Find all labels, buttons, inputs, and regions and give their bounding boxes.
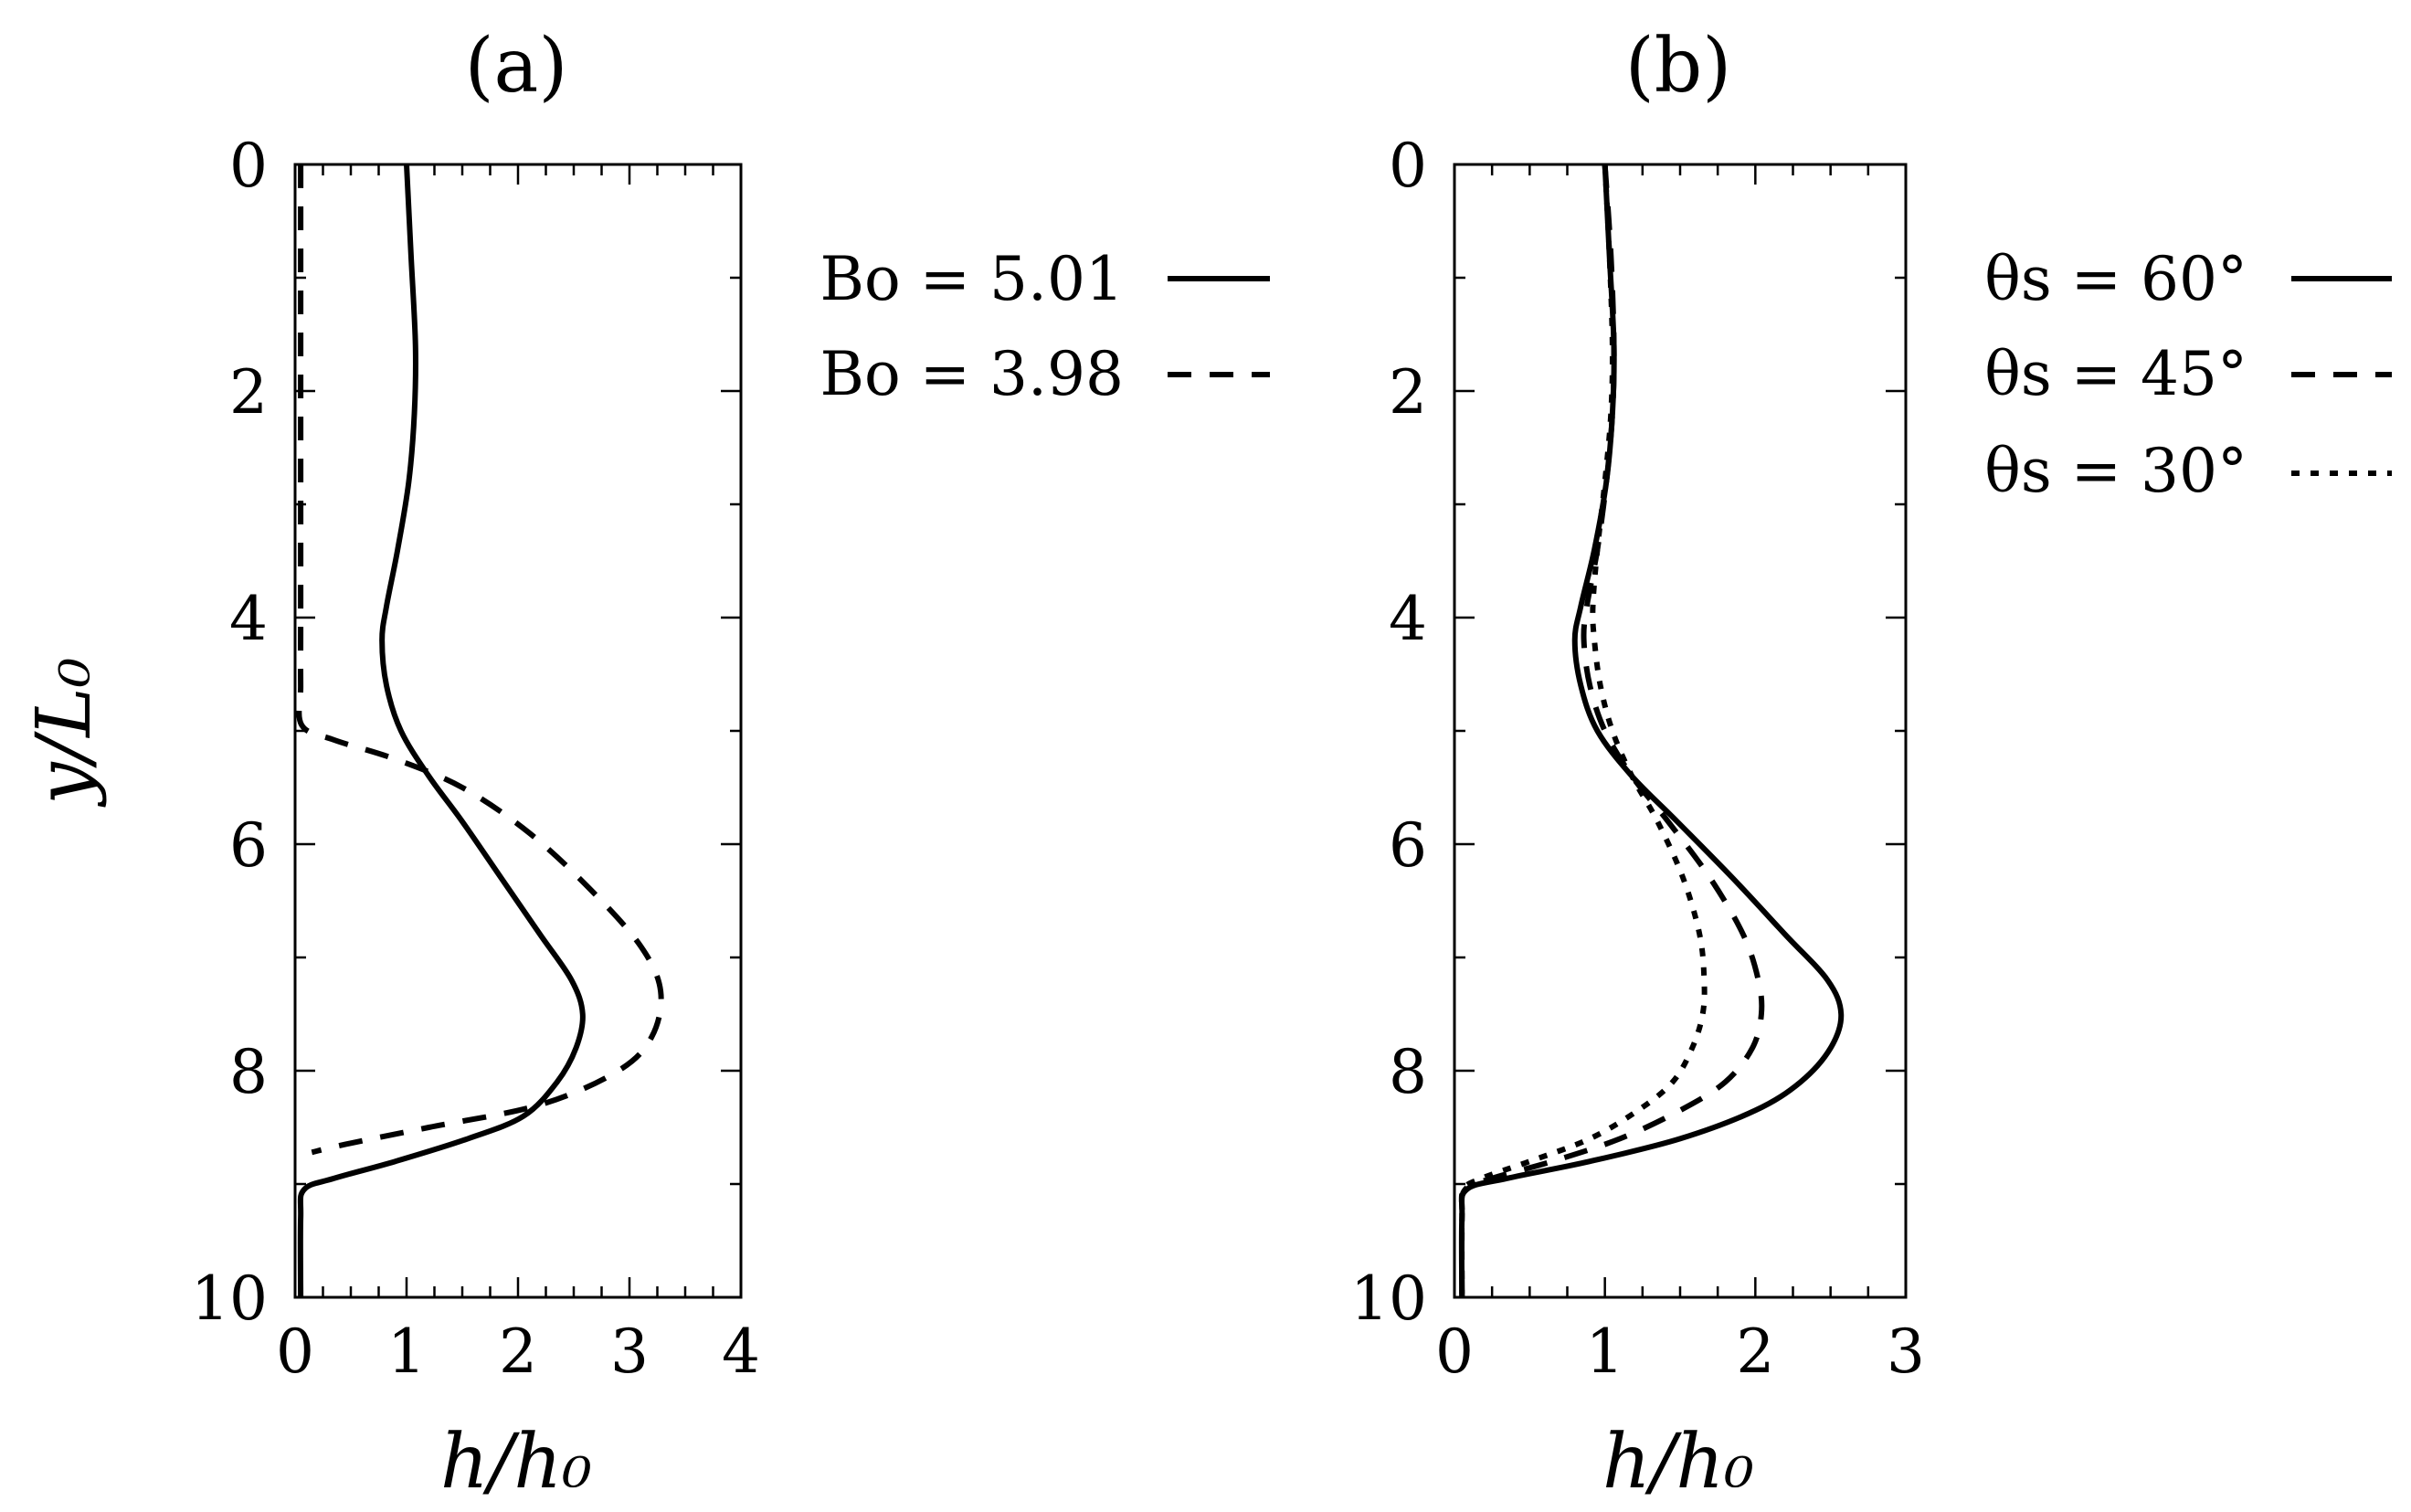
panel-b-ticks <box>1453 163 1908 1299</box>
panel-b-ytick-label: 2 <box>1389 357 1427 428</box>
panel-a-ytick-label: 0 <box>229 131 268 201</box>
panel-b-legend: θs = 60° θs = 45° θs = 30° <box>1984 244 2392 506</box>
panel-b-ytick-label: 4 <box>1389 584 1427 654</box>
panel-a-curves <box>296 164 664 1298</box>
panel-a-xtick-label: 4 <box>722 1316 760 1387</box>
panel-b-xtick-label: 1 <box>1586 1316 1624 1387</box>
panel-a-ytick-label: 4 <box>229 584 268 654</box>
panel-a-plot-area <box>293 163 743 1299</box>
panel-a-series-1-line <box>296 164 664 1156</box>
panel-a-ticks <box>293 163 743 1299</box>
panel-a-ytick-label: 6 <box>229 810 268 881</box>
panel-a-xtick-label: 1 <box>387 1316 426 1387</box>
panel-a: (a) 0 1 2 3 4 0 2 4 6 8 10 h/h₀ y/L₀ Bo = 5.01 Bo … <box>21 23 1270 1506</box>
panel-a-ytick-label: 2 <box>229 357 268 428</box>
panel-a-xtick-label: 3 <box>610 1316 649 1387</box>
panel-b-series-2-line <box>1458 164 1708 1298</box>
panel-a-xlabel: h/h₀ <box>440 1419 592 1506</box>
panel-a-series-0-line <box>297 164 586 1298</box>
panel-a-ytick-label: 8 <box>229 1037 268 1107</box>
panel-a-legend: Bo = 5.01 Bo = 3.98 <box>820 244 1270 409</box>
panel-b-ytick-label: 6 <box>1389 810 1427 881</box>
panel-a-tick-labels: 0 1 2 3 4 0 2 4 6 8 10 <box>191 131 760 1387</box>
panel-b: (b) 0 1 2 3 0 2 4 6 8 10 h/h₀ θs = 60° θs = 45° θ… <box>1350 23 2392 1506</box>
panel-b-plot-area <box>1453 163 1908 1299</box>
panel-b-xtick-label: 0 <box>1435 1316 1474 1387</box>
panel-b-series-1-line <box>1458 164 1765 1298</box>
legend-a-label-0: Bo = 5.01 <box>820 244 1124 314</box>
panel-b-xtick-label: 3 <box>1887 1316 1925 1387</box>
panel-b-label: (b) <box>1625 23 1731 110</box>
panel-b-tick-labels: 0 1 2 3 0 2 4 6 8 10 <box>1350 131 1925 1387</box>
panel-b-ytick-label: 10 <box>1350 1264 1427 1334</box>
legend-b-label-2: θs = 30° <box>1984 436 2247 506</box>
panel-b-curves <box>1458 164 1845 1298</box>
legend-a-label-1: Bo = 3.98 <box>820 339 1124 409</box>
panel-a-xtick-label: 0 <box>276 1316 314 1387</box>
panel-b-xtick-label: 2 <box>1736 1316 1774 1387</box>
panel-b-ytick-label: 8 <box>1389 1037 1427 1107</box>
panel-a-ytick-label: 10 <box>191 1264 268 1334</box>
panel-a-label: (a) <box>465 23 568 110</box>
panel-a-ylabel: y/L₀ <box>21 657 108 808</box>
panel-b-xlabel: h/h₀ <box>1602 1419 1754 1506</box>
panel-b-ytick-label: 0 <box>1389 131 1427 201</box>
legend-b-label-0: θs = 60° <box>1984 244 2247 314</box>
legend-b-label-1: θs = 45° <box>1984 339 2247 409</box>
panel-a-xtick-label: 2 <box>499 1316 537 1387</box>
